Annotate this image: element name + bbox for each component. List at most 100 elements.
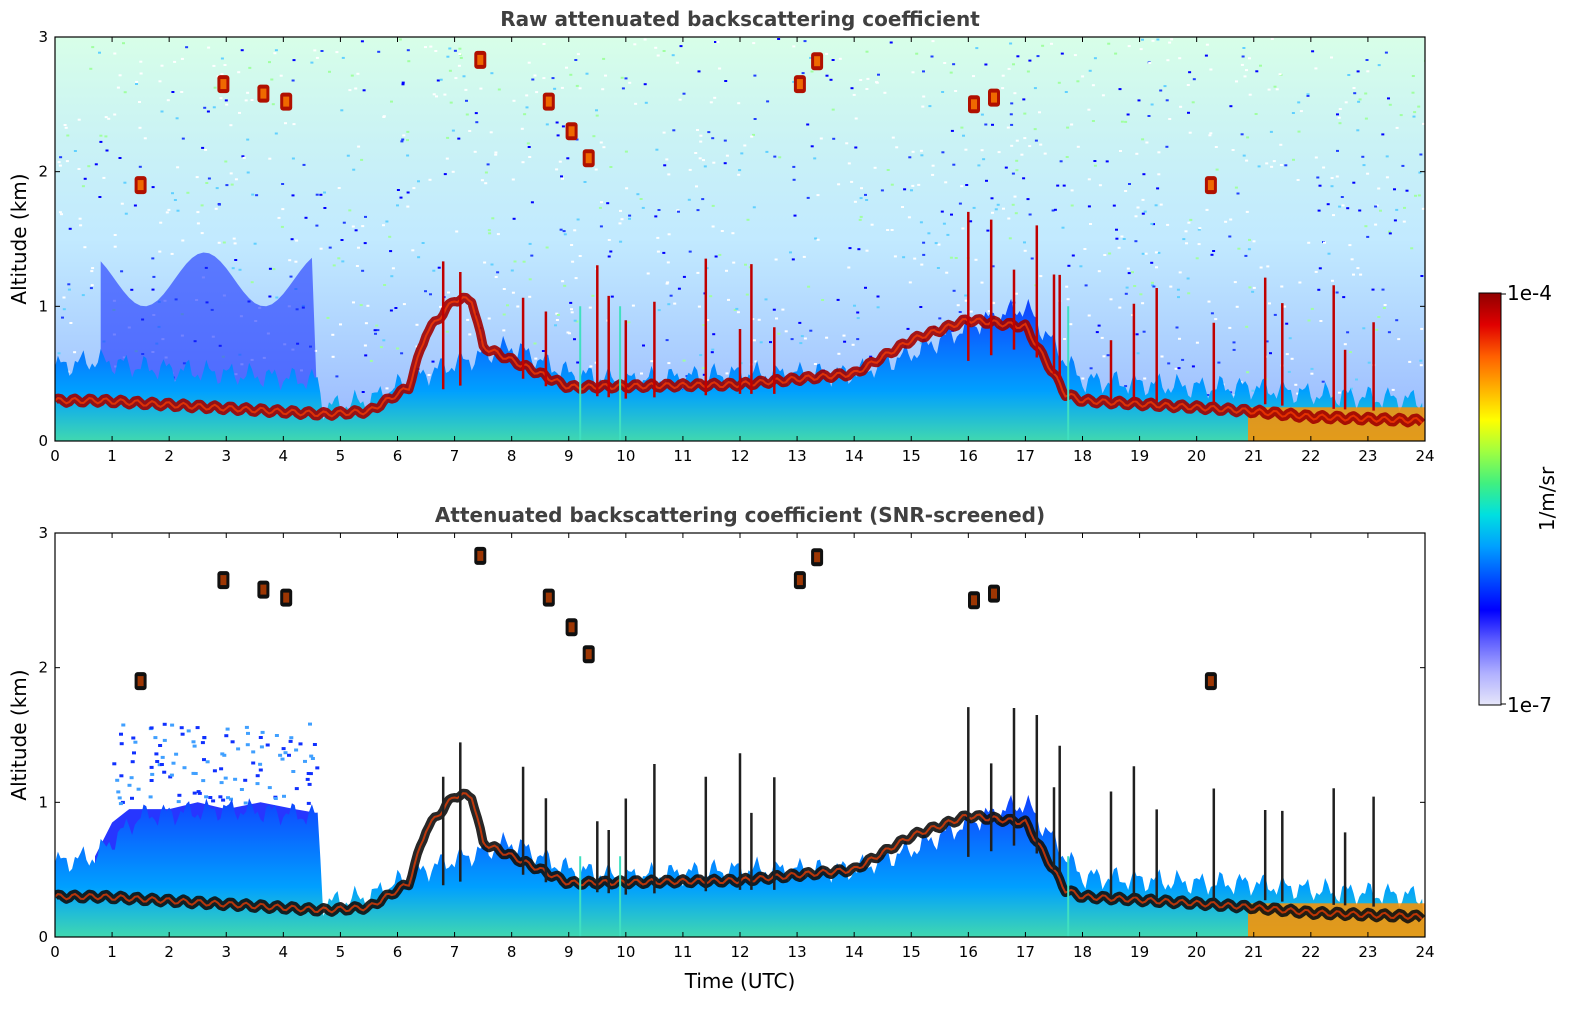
panel1-speckle <box>750 135 754 138</box>
panel1-speckle <box>361 269 365 272</box>
panel1-speckle <box>566 331 570 334</box>
panel1-speckle <box>516 305 520 308</box>
panel1-speckle <box>946 233 950 236</box>
panel1-speckle <box>725 372 729 375</box>
panel1-speckle <box>854 146 858 149</box>
panel1-speckle <box>716 41 720 43</box>
panel1-speckle <box>1208 134 1212 137</box>
panel1-speckle <box>521 161 525 164</box>
panel1-speckle <box>602 57 606 60</box>
panel1-speckle <box>388 235 392 238</box>
panel1-speckle <box>1246 371 1250 374</box>
panel1-speckle <box>1284 164 1288 167</box>
panel1-speckle <box>323 191 326 194</box>
panel2-x-tick-label: 23 <box>1358 943 1377 961</box>
panel2-speckle <box>150 772 155 776</box>
panel2-speckle <box>306 801 311 805</box>
panel1-speckle <box>752 42 756 45</box>
panel1-speckle <box>138 165 142 168</box>
panel1-speckle <box>576 53 580 56</box>
panel1-speckle <box>991 211 994 214</box>
panel1-speckle <box>390 100 393 103</box>
panel1-speckle <box>919 306 923 308</box>
panel1-speckle <box>435 95 438 98</box>
panel1-speckle <box>1109 298 1113 301</box>
panel1-speckle <box>310 61 314 64</box>
panel1-speckle <box>1310 367 1314 370</box>
panel1-speckle <box>1291 112 1295 114</box>
panel1-speckle <box>656 54 660 57</box>
panel2-x-tick-label: 15 <box>902 943 921 961</box>
panel1-speckle <box>1207 300 1211 303</box>
panel1-speckle <box>1364 225 1368 228</box>
panel1-speckle <box>695 185 698 188</box>
panel1-speckle <box>854 117 858 120</box>
panel1-speckle <box>158 80 162 83</box>
panel1-speckle <box>859 215 863 218</box>
panel2-x-tick-label: 14 <box>845 943 864 961</box>
panel1-speckle <box>920 263 924 266</box>
panel1-speckle <box>950 213 953 216</box>
panel1-speckle <box>91 46 95 49</box>
panel1-speckle <box>212 106 216 109</box>
panel1-speckle <box>850 87 854 90</box>
colorbar-gradient <box>1479 293 1501 705</box>
panel1-speckle <box>859 197 863 200</box>
panel1-speckle <box>644 101 648 104</box>
panel1-cloud-core <box>991 92 997 103</box>
panel1-speckle <box>1298 281 1302 284</box>
panel1-speckle <box>528 156 532 158</box>
panel2-speckle <box>162 738 167 742</box>
panel1-speckle <box>1154 251 1158 254</box>
panel1-speckle <box>746 218 750 221</box>
panel1-cloud-core <box>796 79 803 90</box>
panel1-speckle <box>922 70 925 73</box>
panel1-speckle <box>911 71 915 74</box>
panel1-speckle <box>1159 203 1163 206</box>
panel1-speckle <box>1285 322 1289 325</box>
panel1-speckle <box>468 130 472 132</box>
panel1-speckle <box>853 200 857 203</box>
panel1-speckle <box>1091 84 1095 87</box>
panel2-speckle <box>197 791 202 795</box>
panel1-speckle <box>506 304 509 307</box>
panel1-speckle <box>980 113 984 116</box>
panel1-speckle <box>551 77 555 80</box>
panel1-speckle <box>369 359 373 362</box>
panel2-speckle <box>158 744 163 747</box>
panel1-speckle <box>220 73 224 76</box>
panel1-x-tick-label: 19 <box>1130 447 1149 465</box>
panel1-cloud-core <box>545 96 552 107</box>
panel1-speckle <box>1026 70 1030 73</box>
panel1-speckle <box>160 110 164 113</box>
panel1-speckle <box>1112 204 1116 207</box>
panel1-speckle <box>554 324 557 327</box>
panel1-heatmap <box>55 37 1425 441</box>
panel1-speckle <box>810 145 814 148</box>
panel1-speckle <box>1336 113 1339 116</box>
panel1-x-tick-label: 9 <box>564 447 574 465</box>
panel1-speckle <box>1331 279 1334 282</box>
panel1-speckle <box>1209 68 1213 71</box>
panel1-speckle <box>341 56 345 59</box>
panel1-speckle <box>1155 266 1158 269</box>
panel1-speckle <box>961 227 965 230</box>
panel1-speckle <box>1087 178 1091 181</box>
panel1-speckle <box>585 72 589 75</box>
panel1-speckle <box>1056 184 1060 187</box>
panel2-x-tick-label: 16 <box>959 943 978 961</box>
panel1-speckle <box>1144 252 1148 255</box>
panel1-speckle <box>1240 63 1244 66</box>
panel2-speckle <box>200 741 205 745</box>
panel1-speckle <box>682 359 686 362</box>
panel1-speckle <box>284 122 287 125</box>
panel1-speckle <box>533 74 537 77</box>
panel2-speckle <box>182 766 187 770</box>
panel1-speckle <box>268 157 272 160</box>
panel1-speckle <box>363 242 367 245</box>
panel1-speckle <box>919 342 923 345</box>
panel1-speckle <box>1010 123 1014 126</box>
panel1-speckle <box>1377 64 1381 67</box>
panel1-speckle <box>351 225 355 228</box>
panel1-speckle <box>1010 102 1014 105</box>
